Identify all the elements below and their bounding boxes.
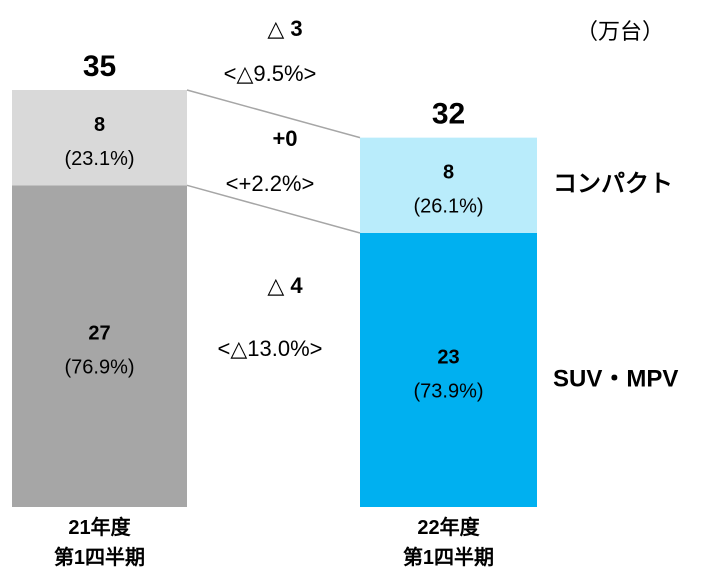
legend-label: コンパクト <box>553 171 673 198</box>
change-rate: <+2.2%> <box>226 171 315 196</box>
segment-value-label: 8 <box>94 114 105 136</box>
total-label: 32 <box>432 98 465 131</box>
connector-line <box>186 184 361 234</box>
bar-segment <box>360 232 537 507</box>
change-value: +0 <box>272 126 297 151</box>
unit-label: （万台） <box>576 19 664 44</box>
change-value: △ 3 <box>267 16 302 41</box>
bar-segment <box>12 185 187 508</box>
category-label: 21年度 第1四半期 <box>53 517 146 569</box>
bar-segment <box>12 90 187 186</box>
segment-share-label: (23.1%) <box>64 148 134 170</box>
change-rate: <△13.0%> <box>218 336 323 361</box>
segment-value-label: 23 <box>437 346 459 368</box>
legend-label: SUV・MPV <box>553 365 678 392</box>
total-label: 35 <box>83 50 116 83</box>
category-label: 22年度 第1四半期 <box>402 517 495 569</box>
change-value: △ 4 <box>267 273 303 298</box>
segment-share-label: (73.9%) <box>413 380 483 402</box>
segment-share-label: (26.1%) <box>413 196 483 218</box>
segment-share-label: (76.9%) <box>64 356 134 378</box>
segment-value-label: 8 <box>443 162 454 184</box>
segment-value-label: 27 <box>88 322 110 344</box>
connector-line <box>186 89 361 139</box>
bar-segment <box>360 137 537 233</box>
change-rate: <△9.5%> <box>224 61 317 86</box>
